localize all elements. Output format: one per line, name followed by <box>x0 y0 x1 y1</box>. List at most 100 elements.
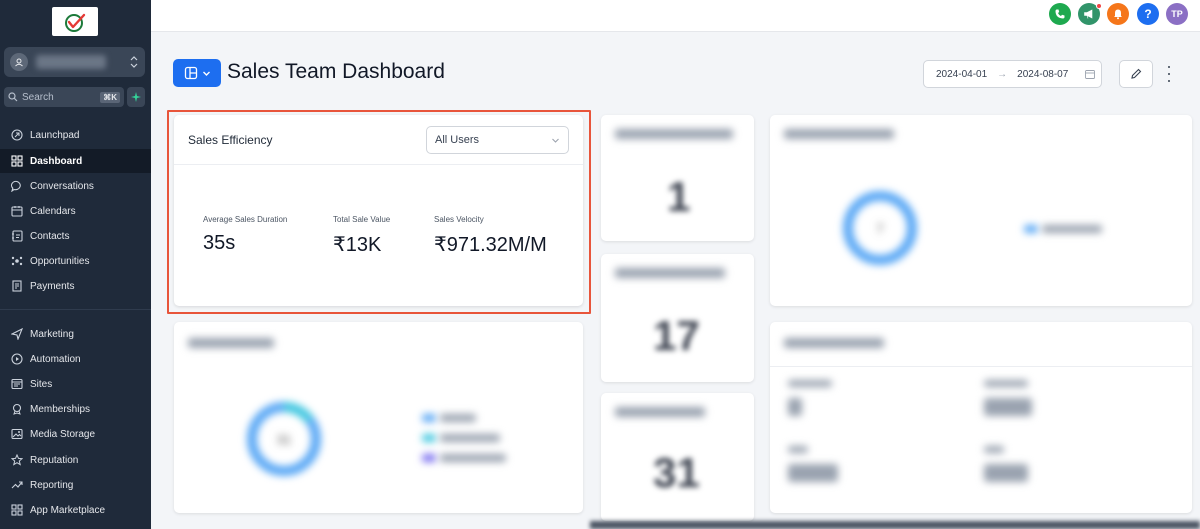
media-storage-icon <box>10 427 24 441</box>
reputation-icon <box>10 453 24 467</box>
metric-value: ₹971.32M/M <box>434 234 547 256</box>
sidebar-item-payments[interactable]: Payments <box>0 274 151 298</box>
sidebar-item-sites[interactable]: Sites <box>0 372 151 396</box>
ai-assistant-button[interactable] <box>127 87 145 107</box>
chevron-down-icon <box>552 138 559 143</box>
sidebar-item-label: Dashboard <box>30 155 83 167</box>
contacts-donut-card: 31 <box>174 322 583 513</box>
widget-header: Sales Efficiency All Users <box>174 115 583 165</box>
opened-opportunities-card: 1 <box>601 115 754 241</box>
location-icon <box>10 53 28 71</box>
marketing-icon <box>10 327 24 341</box>
sidebar-item-label: Reporting <box>30 479 74 491</box>
date-range-picker[interactable]: 2024-04-01 → 2024-08-07 <box>923 60 1102 88</box>
notification-dot <box>1096 3 1102 9</box>
google-ads-report-card <box>770 322 1192 513</box>
sidebar-item-label: Payments <box>30 280 75 292</box>
calendar-icon <box>10 204 24 218</box>
sidebar-item-contacts[interactable]: Contacts <box>0 224 151 248</box>
notifications-button[interactable] <box>1107 3 1129 25</box>
sidebar-item-media-storage[interactable]: Media Storage <box>0 422 151 446</box>
conversations-icon <box>10 179 24 193</box>
appointment-donut-value: 7 <box>876 221 883 236</box>
sidebar-item-dashboard[interactable]: Dashboard <box>0 149 151 173</box>
brand-logo[interactable] <box>52 7 98 36</box>
contacts-icon <box>10 229 24 243</box>
sidebar-item-label: Memberships <box>30 403 91 415</box>
calendar-icon <box>1085 70 1095 79</box>
bell-icon <box>1114 9 1122 20</box>
page-title: Sales Team Dashboard <box>227 60 445 83</box>
chevron-updown-icon <box>130 56 138 68</box>
sidebar-item-label: Reputation <box>30 454 79 466</box>
account-switcher[interactable] <box>4 47 145 77</box>
search-shortcut: ⌘K <box>100 91 120 103</box>
help-icon: ? <box>1144 7 1152 21</box>
sidebar-item-marketing[interactable]: Marketing <box>0 322 151 346</box>
help-button[interactable]: ? <box>1137 3 1159 25</box>
user-filter-select[interactable]: All Users <box>426 126 569 154</box>
sidebar-item-opportunities[interactable]: Opportunities <box>0 249 151 273</box>
metric-total-sale-value: Total Sale Value ₹13K <box>333 215 390 257</box>
megaphone-icon <box>1084 9 1093 19</box>
sidebar-item-label: Marketing <box>30 328 74 340</box>
sidebar-item-calendars[interactable]: Calendars <box>0 199 151 223</box>
search-icon <box>8 92 18 102</box>
sidebar-item-label: Launchpad <box>30 129 80 141</box>
opened-opportunities-value: 1 <box>667 173 691 220</box>
sparkle-icon <box>131 92 141 102</box>
metric-label: Average Sales Duration <box>203 215 288 224</box>
edit-dashboard-button[interactable] <box>1119 60 1153 88</box>
sidebar-item-reporting[interactable]: Reporting <box>0 473 151 497</box>
app-marketplace-icon <box>10 503 24 517</box>
sidebar: Search ⌘K Launchpad Dashboard Conversati… <box>0 0 151 529</box>
appointment-donut-chart: 7 <box>843 191 917 265</box>
dashboard-switcher-button[interactable] <box>173 59 221 87</box>
metric-average-sales-duration: Average Sales Duration 35s <box>203 215 287 255</box>
bottom-edge <box>590 521 1200 529</box>
sidebar-search[interactable]: Search ⌘K <box>4 87 124 107</box>
sidebar-item-conversations[interactable]: Conversations <box>0 174 151 198</box>
sidebar-item-label: Sites <box>30 378 53 390</box>
memberships-icon <box>10 402 24 416</box>
layout-icon <box>184 66 197 80</box>
user-filter-value: All Users <box>435 134 480 146</box>
widget-highlight-box <box>167 110 591 314</box>
check-logo-icon <box>65 13 86 32</box>
phone-icon <box>1055 9 1065 19</box>
payments-icon <box>10 279 24 293</box>
sidebar-item-label: Calendars <box>30 205 76 217</box>
contacts-count-card-small: 31 <box>601 393 754 521</box>
pencil-icon <box>1131 68 1142 79</box>
account-name-redacted <box>36 55 106 69</box>
contacts-count-value: 31 <box>653 449 700 496</box>
opportunities-icon <box>10 254 24 268</box>
sidebar-item-launchpad[interactable]: Launchpad <box>0 123 151 147</box>
metric-label: Sales Velocity <box>434 215 484 224</box>
sidebar-item-label: Media Storage <box>30 428 96 440</box>
metric-sales-velocity: Sales Velocity ₹971.32M/M <box>434 215 547 257</box>
chevron-down-icon <box>202 71 210 76</box>
phone-button[interactable] <box>1049 3 1071 25</box>
launchpad-icon <box>10 128 24 142</box>
appointment-count-value: 17 <box>653 312 700 359</box>
announcements-button[interactable] <box>1078 3 1100 25</box>
sidebar-item-automation[interactable]: Automation <box>0 347 151 371</box>
sidebar-item-app-marketplace[interactable]: App Marketplace <box>0 498 151 522</box>
date-end[interactable]: 2024-08-07 <box>1017 68 1069 80</box>
metric-value: ₹13K <box>333 234 382 256</box>
sidebar-item-label: Contacts <box>30 230 70 242</box>
user-avatar[interactable]: TP <box>1166 3 1188 25</box>
more-options-icon[interactable] <box>1164 66 1174 82</box>
sidebar-item-memberships[interactable]: Memberships <box>0 397 151 421</box>
sidebar-item-label: Automation <box>30 353 81 365</box>
contacts-donut-chart: 31 <box>247 402 321 476</box>
sidebar-item-reputation[interactable]: Reputation <box>0 448 151 472</box>
date-start[interactable]: 2024-04-01 <box>936 68 988 80</box>
top-bar <box>151 0 1200 32</box>
sidebar-item-label: Conversations <box>30 180 94 192</box>
appointment-count-card: 17 <box>601 254 754 382</box>
dashboard-icon <box>10 154 24 168</box>
reporting-icon <box>10 478 24 492</box>
contacts-donut-value: 31 <box>277 432 291 447</box>
